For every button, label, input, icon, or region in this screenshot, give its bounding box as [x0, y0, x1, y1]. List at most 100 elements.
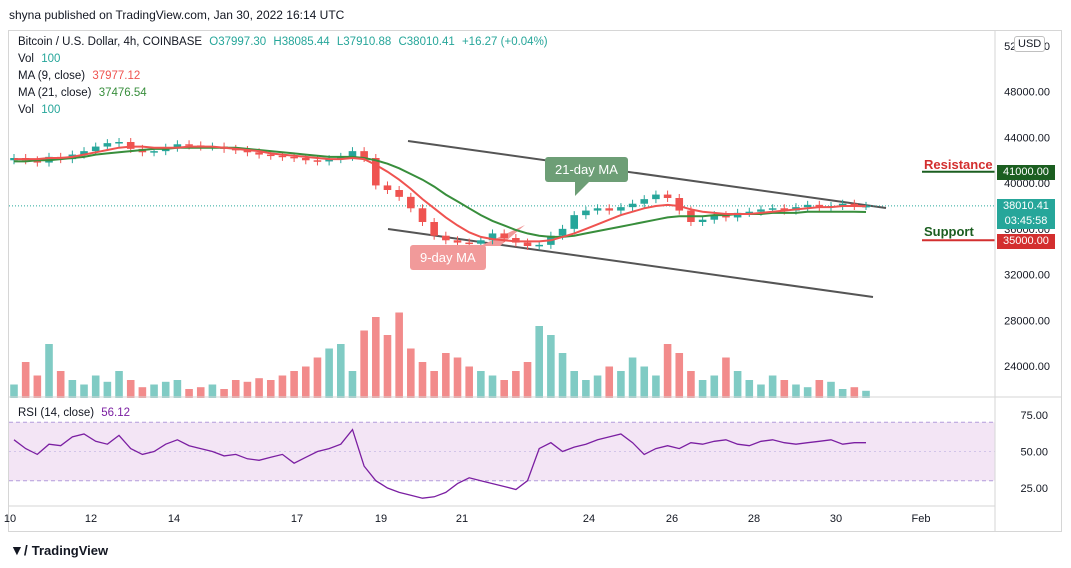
vol2-legend: Vol 100	[18, 104, 64, 116]
volume-bar	[231, 380, 240, 398]
candle-body	[325, 159, 333, 162]
candle-body	[360, 151, 368, 158]
candle-body	[768, 208, 777, 210]
candle-body	[488, 233, 497, 241]
volume-bar	[115, 371, 123, 398]
candle-body	[278, 155, 287, 158]
time-tick-label: 14	[168, 513, 180, 525]
current-price-badge: 38010.41 03:45:58	[997, 199, 1055, 229]
volume-bar	[500, 380, 508, 398]
volume-bar	[453, 357, 462, 398]
candle-body	[266, 154, 275, 157]
price-tick-label: 28000.00	[1004, 315, 1050, 327]
volume-bar	[325, 348, 333, 398]
candle-body	[558, 228, 567, 236]
tradingview-logo-icon: ▼/	[10, 542, 28, 558]
chart-frame	[8, 30, 1062, 532]
volume-bar	[687, 371, 695, 398]
volume-bar	[512, 371, 520, 398]
volume-bar	[535, 326, 543, 398]
volume-bar	[477, 371, 485, 398]
volume-bar	[488, 375, 497, 398]
vol-label: Vol	[18, 53, 34, 65]
candle-body	[348, 151, 357, 157]
candle-body	[780, 208, 789, 211]
low-value: L37910.88	[336, 36, 392, 48]
candle-body	[523, 242, 532, 246]
candle-body	[745, 211, 754, 214]
candle-body	[710, 215, 719, 220]
volume-bar	[196, 387, 205, 398]
candle-body	[372, 158, 380, 186]
candle-body	[757, 209, 765, 212]
rsi-legend: RSI (14, close) 56.12	[18, 407, 134, 419]
ma21-label: MA (21, close)	[18, 87, 92, 99]
currency-button[interactable]: USD	[1014, 36, 1046, 52]
countdown-value: 03:45:58	[1004, 215, 1048, 227]
volume-bar	[745, 380, 754, 398]
ohlc-legend: Bitcoin / U.S. Dollar, 4h, COINBASE O379…	[18, 36, 552, 48]
candle-body	[733, 212, 742, 218]
resistance-price-badge: 41000.00	[997, 165, 1055, 180]
volume-bar	[266, 380, 275, 398]
volume-bar	[33, 375, 42, 398]
vol2-value: 100	[41, 104, 61, 116]
volume-bar	[21, 362, 30, 398]
candle-body	[850, 203, 859, 206]
volume-bar	[80, 384, 88, 398]
time-tick-label: 24	[583, 513, 595, 525]
candle-body	[301, 158, 310, 161]
volume-bar	[605, 366, 614, 398]
price-tick-label: 24000.00	[1004, 361, 1050, 373]
rsi-tick-label: 25.00	[1020, 483, 1048, 495]
volume-bar	[442, 353, 450, 398]
candle-body	[185, 144, 193, 146]
volume-bar	[301, 366, 310, 398]
volume-bar	[640, 366, 649, 398]
symbol-label[interactable]: Bitcoin / U.S. Dollar, 4h, COINBASE	[18, 36, 203, 48]
volume-bar	[523, 362, 532, 398]
time-tick-label: 26	[666, 513, 678, 525]
candle-body	[395, 190, 403, 197]
volume-bar	[617, 371, 625, 398]
volume-bar	[827, 381, 835, 398]
price-tick-label: 48000.00	[1004, 87, 1050, 99]
candle-body	[862, 205, 870, 208]
volume-bar	[126, 380, 135, 398]
ma9-legend: MA (9, close) 37977.12	[18, 70, 144, 82]
vol-legend: Vol 100	[18, 53, 64, 65]
high-value: H38085.44	[273, 36, 330, 48]
volume-bar	[91, 375, 100, 398]
ma21-line	[14, 146, 867, 238]
candle-body	[465, 242, 473, 245]
price-tick-label: 40000.00	[1004, 178, 1050, 190]
volume-bar	[290, 371, 298, 398]
candle-body	[582, 210, 590, 216]
volume-bar	[430, 371, 438, 398]
volume-bar	[862, 390, 870, 398]
volume-bar	[558, 353, 567, 398]
volume-bar	[547, 335, 555, 398]
candle-body	[803, 204, 812, 208]
volume-bar	[663, 344, 672, 398]
ma9-label: MA (9, close)	[18, 70, 86, 82]
volume-bar	[815, 380, 824, 398]
ma21-value: 37476.54	[98, 87, 147, 99]
candle-body	[243, 150, 252, 153]
candle-body	[675, 198, 684, 211]
candle-body	[535, 244, 543, 247]
volume-bar	[733, 371, 742, 398]
volume-bar	[792, 384, 800, 398]
volume-bar	[652, 375, 660, 398]
candle-body	[407, 196, 415, 209]
candle-body	[80, 151, 88, 155]
candle-body	[640, 199, 649, 204]
volume-bar	[372, 317, 380, 398]
candle-body	[126, 142, 135, 149]
volume-bar	[360, 330, 368, 398]
volume-bar	[337, 344, 345, 398]
candle-body	[617, 207, 625, 211]
support-price-badge: 35000.00	[997, 234, 1055, 249]
footer-brand[interactable]: ▼/ TradingView	[10, 542, 108, 558]
